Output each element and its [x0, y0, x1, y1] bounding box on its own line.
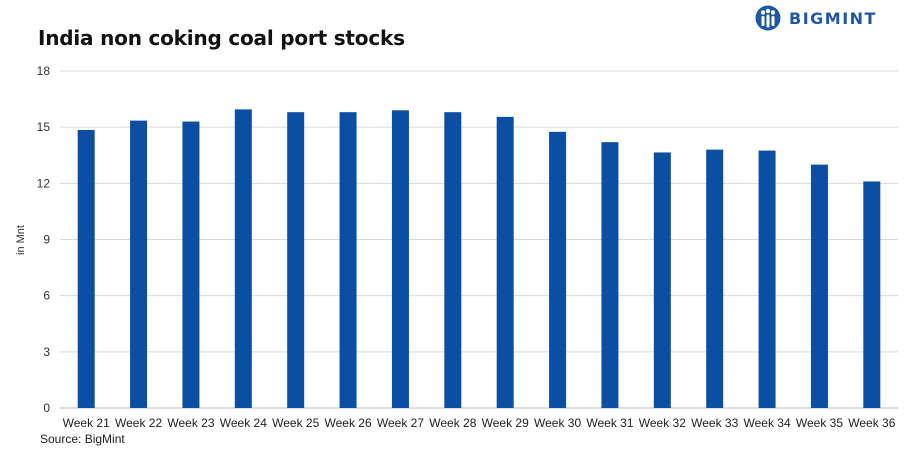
bar	[810, 164, 828, 408]
x-tick-label: Week 25	[272, 416, 319, 430]
bar	[130, 120, 148, 408]
x-tick-label: Week 28	[429, 416, 476, 430]
x-tick-label: Week 26	[324, 416, 371, 430]
x-axis-ticks: Week 21 Week 22 Week 23 Week 24 Week 25 Week …	[63, 416, 896, 430]
bar	[653, 152, 671, 408]
x-tick-label: Week 22	[115, 416, 162, 430]
x-tick-label: Week 21	[63, 416, 110, 430]
x-tick-label: Week 30	[534, 416, 581, 430]
y-tick-label: 0	[43, 401, 50, 415]
y-axis-label: in Mnt	[15, 225, 27, 255]
bigmint-people-logo-icon	[755, 5, 781, 31]
bar	[444, 112, 462, 408]
brand-logo: BIGMINT	[755, 5, 877, 31]
bar	[601, 142, 619, 408]
brand-name: BIGMINT	[789, 8, 877, 28]
source-note: Source: BigMint	[40, 432, 125, 446]
bar	[496, 116, 514, 408]
bar	[339, 112, 357, 408]
x-tick-label: Week 31	[586, 416, 633, 430]
y-tick-label: 6	[43, 289, 50, 303]
gridlines	[60, 70, 898, 409]
chart-title: India non coking coal port stocks	[38, 26, 405, 50]
bar	[287, 112, 305, 408]
x-tick-label: Week 35	[796, 416, 843, 430]
x-tick-label: Week 29	[482, 416, 529, 430]
x-tick-label: Week 36	[848, 416, 895, 430]
bar	[234, 109, 252, 408]
x-tick-label: Week 24	[220, 416, 267, 430]
y-tick-label: 15	[37, 120, 51, 134]
bar	[758, 150, 776, 408]
y-tick-label: 9	[43, 233, 50, 247]
bar	[706, 149, 724, 408]
x-tick-label: Week 32	[639, 416, 686, 430]
bar	[391, 110, 409, 409]
bar	[863, 181, 881, 408]
y-axis-ticks: 0 3 6 9 12 15 18	[37, 64, 51, 415]
bar	[77, 129, 95, 408]
bar	[549, 131, 567, 408]
bar	[182, 121, 200, 409]
x-tick-label: Week 27	[377, 416, 424, 430]
y-tick-label: 3	[43, 345, 50, 359]
y-tick-label: 18	[37, 64, 51, 78]
x-tick-label: Week 34	[743, 416, 790, 430]
x-tick-label: Week 33	[691, 416, 738, 430]
y-tick-label: 12	[37, 176, 51, 190]
bars	[77, 109, 881, 409]
x-tick-label: Week 23	[167, 416, 214, 430]
